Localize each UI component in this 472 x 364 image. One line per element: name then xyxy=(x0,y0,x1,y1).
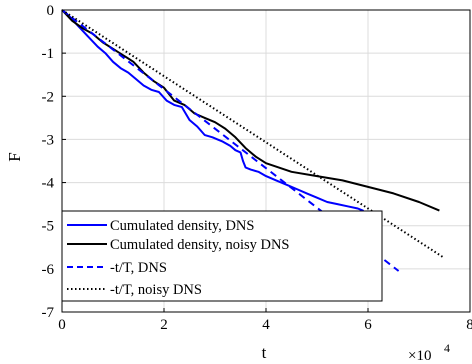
legend-entry-cumulated-dns: Cumulated density, DNS xyxy=(110,218,254,234)
y-tick-label: -1 xyxy=(42,46,55,62)
legend: Cumulated density, DNS Cumulated density… xyxy=(61,210,383,302)
axis-ticks xyxy=(61,9,471,313)
series-line-0 xyxy=(61,9,369,218)
y-tick-label: -6 xyxy=(42,262,55,278)
y-tick-label: -2 xyxy=(42,89,55,105)
x-exponent-power: 4 xyxy=(444,341,450,355)
y-tick-label: -5 xyxy=(42,219,55,235)
tick-labels: 0 2 4 6 8 0 -1 -2 -3 -4 -5 -6 -7 xyxy=(42,3,472,333)
series-line-1 xyxy=(61,9,440,212)
legend-entry-cumulated-noisy: Cumulated density, noisy DNS xyxy=(110,237,290,253)
legend-box xyxy=(61,210,383,302)
x-tick-label: 6 xyxy=(364,317,372,333)
x-axis-label: t xyxy=(262,343,267,362)
x-tick-label: 2 xyxy=(160,317,168,333)
x-exponent-multiplier: ×10 xyxy=(408,348,431,364)
y-tick-label: -3 xyxy=(42,132,55,148)
y-tick-label: 0 xyxy=(47,3,55,19)
x-tick-label: 8 xyxy=(466,317,472,333)
x-tick-label: 0 xyxy=(58,317,66,333)
y-tick-label: -7 xyxy=(42,305,55,321)
y-tick-label: -4 xyxy=(42,176,55,192)
y-axis-label: F xyxy=(5,152,24,161)
x-tick-label: 4 xyxy=(262,317,270,333)
legend-entry-tT-noisy: -t/T, noisy DNS xyxy=(110,282,202,298)
legend-entry-tT-dns: -t/T, DNS xyxy=(110,260,167,276)
